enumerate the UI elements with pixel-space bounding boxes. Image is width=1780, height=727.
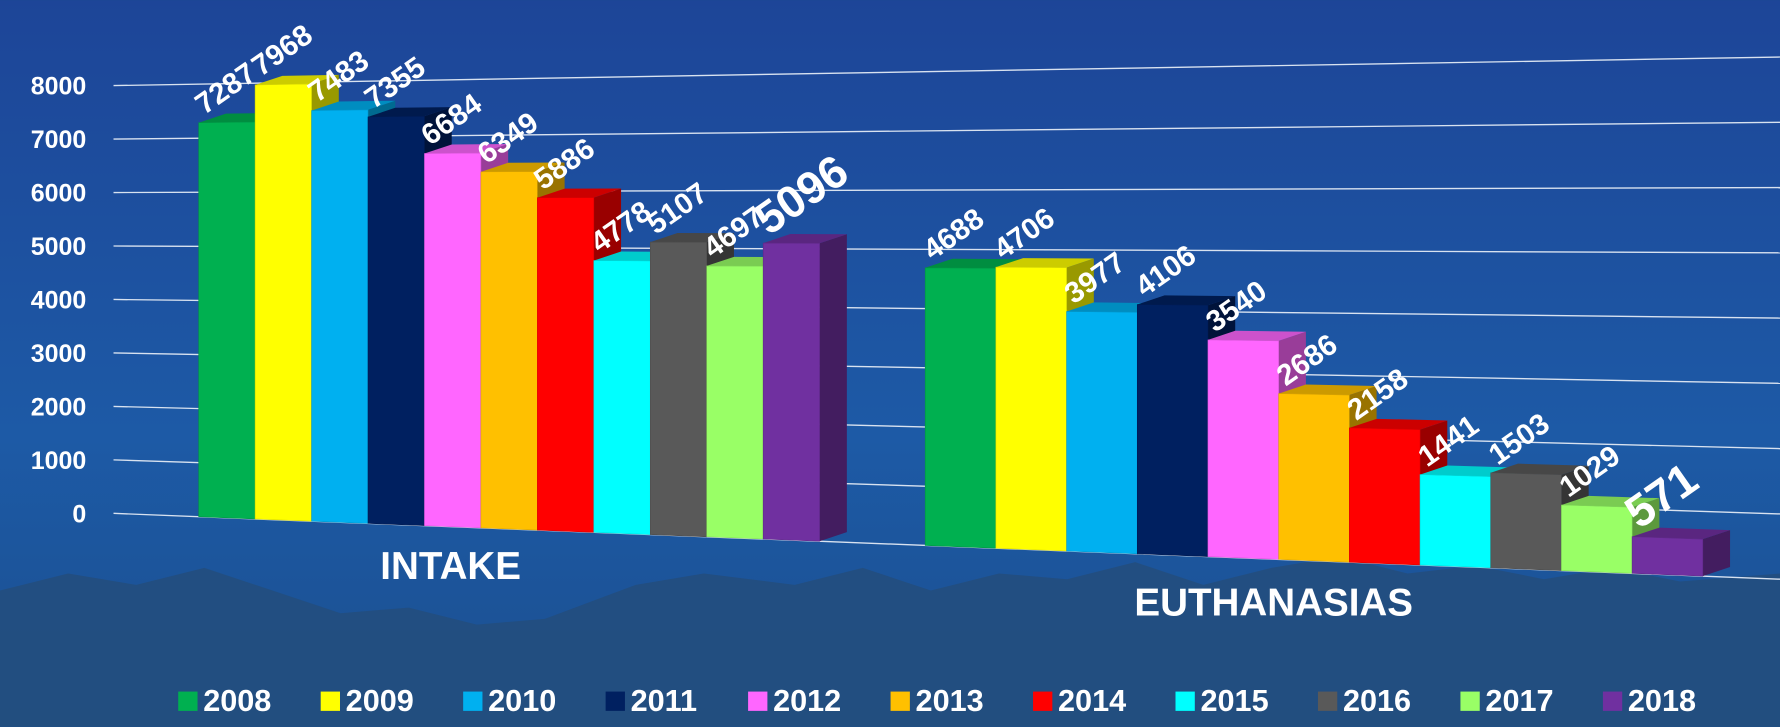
category-label: INTAKE bbox=[380, 545, 521, 588]
legend-label: 2008 bbox=[203, 684, 271, 718]
bar bbox=[1279, 394, 1350, 563]
bar bbox=[199, 122, 255, 519]
legend-label: 2017 bbox=[1485, 684, 1553, 718]
bar bbox=[1561, 505, 1632, 573]
bar bbox=[481, 172, 537, 531]
bar bbox=[1420, 475, 1491, 568]
y-tick-label: 2000 bbox=[31, 393, 87, 421]
legend-swatch bbox=[891, 692, 910, 711]
legend-swatch bbox=[463, 692, 482, 711]
bar bbox=[763, 243, 819, 541]
legend-label: 2014 bbox=[1058, 684, 1126, 718]
bar bbox=[424, 153, 480, 528]
bar bbox=[650, 242, 706, 537]
legend-swatch bbox=[1176, 692, 1195, 711]
bar bbox=[1137, 304, 1208, 556]
legend-swatch bbox=[1318, 692, 1337, 711]
legend-swatch bbox=[606, 692, 625, 711]
y-tick-label: 8000 bbox=[31, 73, 87, 101]
y-tick-label: 1000 bbox=[31, 447, 87, 475]
legend-swatch bbox=[178, 692, 197, 711]
bar bbox=[537, 198, 593, 533]
bar bbox=[925, 268, 996, 548]
legend-label: 2010 bbox=[488, 684, 556, 718]
legend-swatch bbox=[321, 692, 340, 711]
legend-swatch bbox=[1033, 692, 1052, 711]
legend-label: 2016 bbox=[1343, 684, 1411, 718]
legend-label: 2011 bbox=[631, 684, 697, 718]
bar bbox=[255, 84, 311, 521]
bar bbox=[1632, 537, 1703, 576]
legend-swatch bbox=[1460, 692, 1479, 711]
legend-label: 2009 bbox=[346, 684, 414, 718]
bar bbox=[368, 116, 424, 525]
bar bbox=[1349, 428, 1420, 565]
y-tick-label: 6000 bbox=[31, 180, 87, 208]
legend-label: 2018 bbox=[1628, 684, 1696, 718]
y-tick-label: 0 bbox=[72, 500, 86, 528]
legend-label: 2015 bbox=[1200, 684, 1268, 718]
bar bbox=[1067, 312, 1138, 554]
bar bbox=[996, 267, 1067, 551]
y-tick-label: 4000 bbox=[31, 287, 87, 315]
y-tick-label: 7000 bbox=[31, 126, 87, 154]
y-tick-label: 5000 bbox=[31, 233, 87, 261]
bar-side bbox=[820, 234, 847, 541]
bar bbox=[312, 110, 368, 524]
bar bbox=[1208, 340, 1279, 560]
legend-swatch bbox=[1603, 692, 1622, 711]
bar bbox=[707, 266, 763, 539]
legend-swatch bbox=[748, 692, 767, 711]
bar bbox=[1491, 473, 1562, 571]
y-tick-label: 3000 bbox=[31, 340, 87, 368]
chart: 010002000300040005000600070008000INTAKE7… bbox=[0, 0, 1780, 727]
legend-label: 2012 bbox=[773, 684, 841, 718]
legend-label: 2013 bbox=[916, 684, 984, 718]
category-label: EUTHANASIAS bbox=[1134, 582, 1413, 625]
bar bbox=[594, 261, 650, 535]
